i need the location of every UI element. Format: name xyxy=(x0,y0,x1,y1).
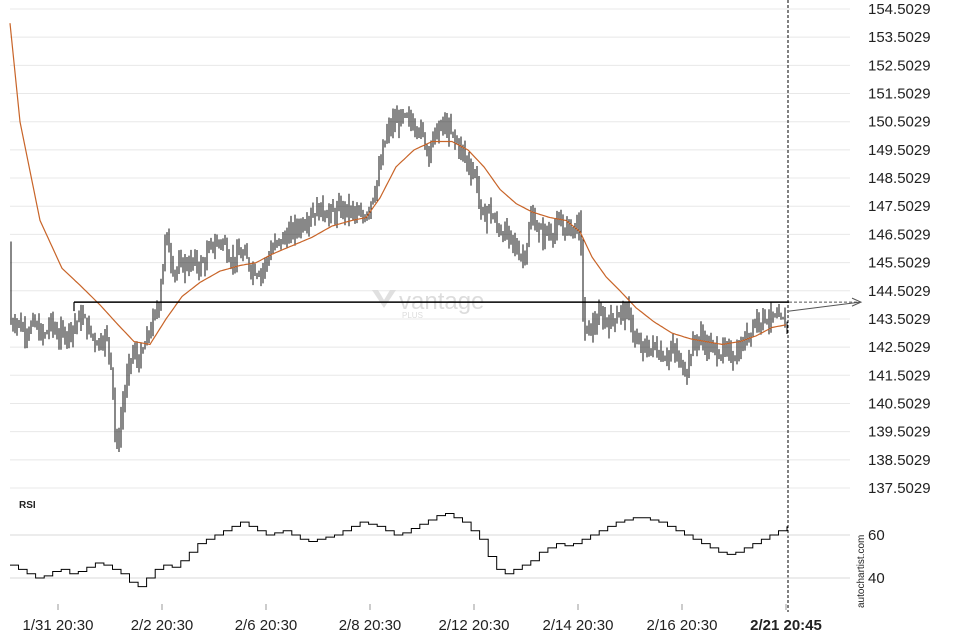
price-tick-label: 141.5029 xyxy=(868,367,931,384)
rsi-grid xyxy=(10,534,850,579)
rsi-axis: 60 40 xyxy=(868,527,885,587)
time-tick-label: 1/31 20:30 xyxy=(23,617,94,634)
arrow-head-icon xyxy=(851,297,863,307)
moving-average-line xyxy=(9,23,787,346)
price-tick-label: 143.5029 xyxy=(868,311,931,328)
vantage-logo-icon xyxy=(372,290,396,308)
price-tick-label: 146.5029 xyxy=(868,226,931,243)
time-tick-label: 2/12 20:30 xyxy=(439,617,510,634)
rsi-title: RSI xyxy=(19,500,36,511)
rsi-line xyxy=(10,513,788,588)
time-tick-label: 2/8 20:30 xyxy=(339,617,402,634)
time-tick-label: 2/14 20:30 xyxy=(543,617,614,634)
price-tick-label: 150.5029 xyxy=(868,114,931,131)
price-tick-label: 137.5029 xyxy=(868,480,931,497)
time-tick-label: 2/21 20:45 xyxy=(750,617,822,634)
price-tick-label: 153.5029 xyxy=(868,29,931,46)
price-tick-label: 142.5029 xyxy=(868,339,931,356)
price-tick-label: 154.5029 xyxy=(868,1,931,18)
price-tick-label: 139.5029 xyxy=(868,424,931,441)
price-tick-label: 148.5029 xyxy=(868,170,931,187)
price-tick-label: 151.5029 xyxy=(868,86,931,103)
time-tick-label: 2/16 20:30 xyxy=(647,617,718,634)
credit-text: autochartist.com xyxy=(856,535,867,608)
price-tick-label: 152.5029 xyxy=(868,57,931,74)
rsi-tick-label: 40 xyxy=(868,570,885,587)
price-axis: 154.5029 153.5029 152.5029 151.5029 150.5029… xyxy=(868,1,931,497)
rsi-panel: RSI 60 40 autochartist.com xyxy=(10,500,885,608)
price-tick-label: 149.5029 xyxy=(868,142,931,159)
rsi-tick-label: 60 xyxy=(868,527,885,544)
time-tick-label: 2/2 20:30 xyxy=(131,617,194,634)
price-candles xyxy=(10,105,788,453)
grid xyxy=(10,8,850,489)
price-tick-label: 140.5029 xyxy=(868,395,931,412)
time-axis: 1/31 20:30 2/2 20:30 2/6 20:30 2/8 20:30 2/1… xyxy=(23,604,822,634)
price-tick-label: 145.5029 xyxy=(868,255,931,272)
watermark-subtext: PLUS xyxy=(402,311,423,320)
watermark: vantage PLUS xyxy=(372,288,484,320)
key-level xyxy=(73,297,863,312)
price-tick-label: 147.5029 xyxy=(868,198,931,215)
price-tick-label: 144.5029 xyxy=(868,283,931,300)
time-tick-label: 2/6 20:30 xyxy=(235,617,298,634)
projection-arrow-lower xyxy=(788,301,861,312)
price-tick-label: 138.5029 xyxy=(868,452,931,469)
